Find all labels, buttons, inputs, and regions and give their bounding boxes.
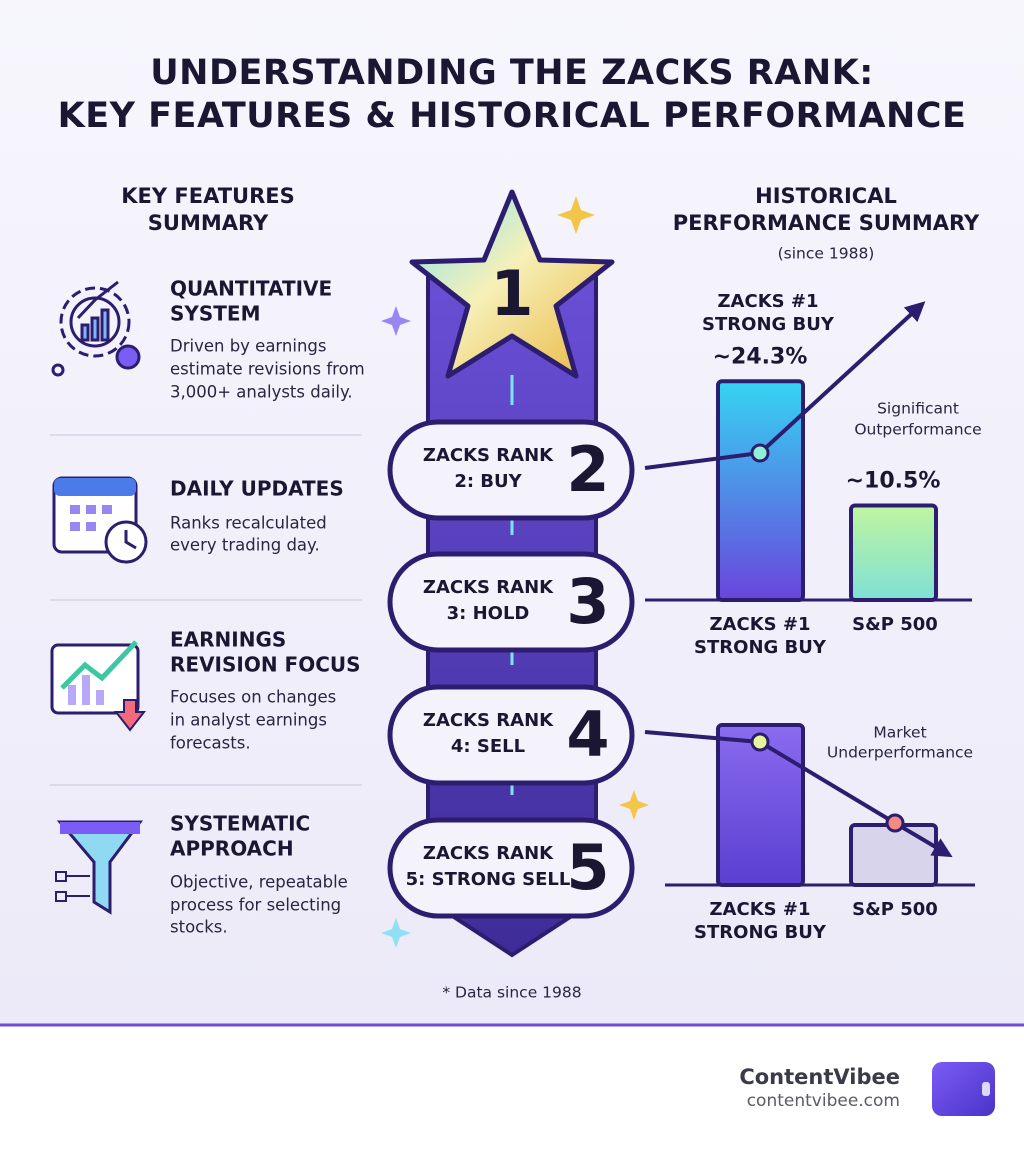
rank-label: ZACKS RANK [423,445,554,466]
icon-revision [50,640,147,732]
annotation: Market [873,724,926,742]
feature-title: APPROACH [170,837,294,861]
feature-description: 3,000+ analysts daily. [170,383,353,402]
icon-gear [51,280,141,377]
rank-number: 3 [566,565,609,638]
feature-title: REVISION FOCUS [170,653,361,677]
rank-label: ZACKS RANK [423,577,554,598]
footer [0,1027,1024,1154]
icon-funnel [55,820,143,915]
section-heading: SUMMARY [148,211,269,235]
rank-number: 1 [490,257,533,330]
feature-title: QUANTITATIVE [170,277,332,301]
bar-heading: STRONG BUY [702,314,835,335]
annotation: Underperformance [827,744,973,762]
value-label: ~24.3% [713,344,808,369]
feature-title: SYSTEMATIC [170,812,310,836]
section-subheading: (since 1988) [778,245,875,263]
feature-description: forecasts. [170,734,251,753]
feature-description: Focuses on changes [170,688,336,707]
feature-description: stocks. [170,918,228,937]
section-heading: PERFORMANCE SUMMARY [673,211,980,235]
brand-name: ContentVibee [739,1065,900,1089]
rank-number: 4 [566,698,609,771]
illustrative-bar [849,823,938,887]
rank-pill [387,817,635,919]
title: KEY FEATURES & HISTORICAL PERFORMANCE [58,96,967,136]
annotation: Outperformance [854,421,981,439]
rank-label: 3: HOLD [447,603,530,624]
bar-heading: ZACKS #1 [718,291,819,312]
sparkle [557,196,595,234]
feature-description: process for selecting [170,896,341,915]
icon-calendar [52,476,148,564]
feature-title: SYSTEM [170,302,261,326]
trend-arrow [644,730,953,858]
rank-pills: ZACKS RANK 2: BUY 2 ZACKS RANK 3: HOLD 3 ZACKS… [387,419,635,919]
brand-url: contentvibee.com [747,1091,900,1111]
rank-label: 4: SELL [451,736,525,757]
rank-label: 5: STRONG SELL [406,869,571,890]
rank-label: ZACKS RANK [423,710,554,731]
rank-label: 2: BUY [454,471,522,492]
trend-point [885,813,905,833]
category-label: ZACKS #1 [710,899,811,920]
sparkle [381,918,411,948]
rank-pill [387,551,635,653]
feature-description: in analyst earnings [170,711,327,730]
footnote: * Data since 1988 [442,984,581,1002]
trend-point [750,732,770,752]
rank-label: ZACKS RANK [423,843,554,864]
feature-description: Driven by earnings [170,337,327,356]
feature-title: DAILY UPDATES [170,477,344,501]
category-label: STRONG BUY [694,922,827,943]
sparkle [381,306,411,336]
category-label: STRONG BUY [694,637,827,658]
feature-title: EARNINGS [170,628,286,652]
title: UNDERSTANDING THE ZACKS RANK: [150,53,874,93]
feature-description: estimate revisions from [170,360,365,379]
value-label: ~10.5% [846,469,941,494]
category-label: S&P 500 [852,614,938,635]
category-label: S&P 500 [852,899,938,920]
feature-description: every trading day. [170,536,320,555]
feature-description: Objective, repeatable [170,873,348,892]
rank-number: 5 [566,831,609,904]
outperformance-chart: ~24.3% ~10.5% [713,344,941,602]
category-label: ZACKS #1 [710,614,811,635]
star [409,189,615,379]
bar [849,503,938,602]
rank-pill [387,684,635,786]
feature-description: Ranks recalculated [170,514,327,533]
annotation: Significant [877,400,959,418]
brand-logo-detail [982,1082,990,1096]
section-heading: KEY FEATURES [121,184,294,208]
section-heading: HISTORICAL [755,184,897,208]
rank-pill [387,419,635,521]
rank-number: 2 [566,433,609,506]
bar [716,379,805,602]
brand-logo [932,1062,995,1116]
trend-point [750,443,770,463]
sparkle [619,790,649,820]
